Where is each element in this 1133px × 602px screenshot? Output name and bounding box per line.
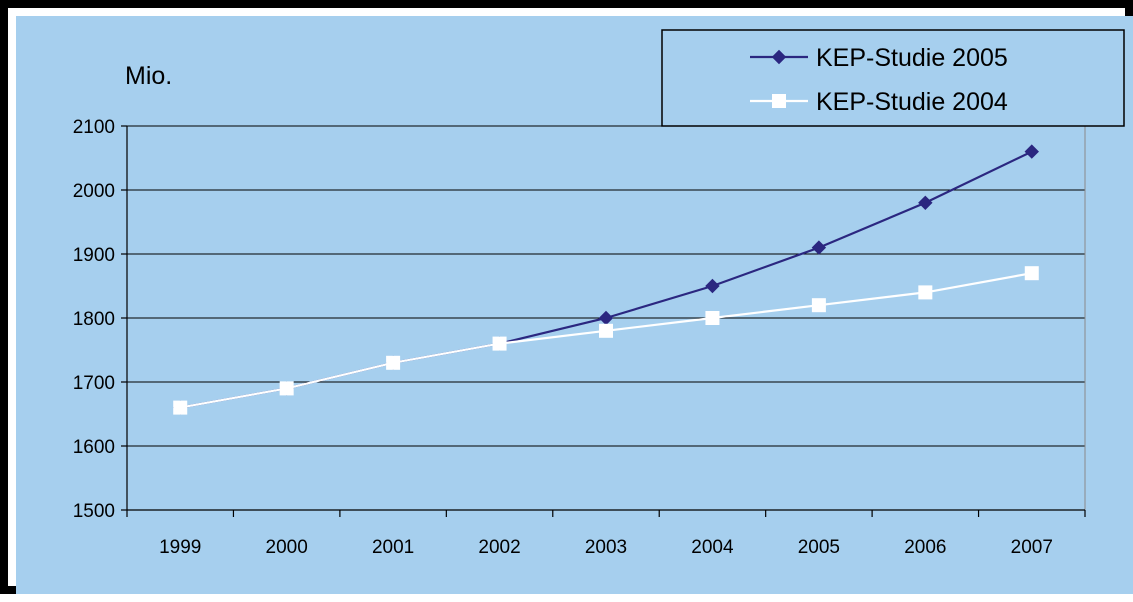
tick-labels: 1500 1600 1700 1800 1900 2000 2100 1999 2000 2001…	[73, 117, 1053, 558]
legend-label: KEP-Studie 2005	[816, 44, 1008, 72]
y-axis-unit-label: Mio.	[125, 62, 172, 90]
data-point-square	[492, 336, 507, 351]
series-group	[173, 266, 1039, 415]
y-tick-label: 1800	[73, 309, 115, 330]
y-tick-label: 2100	[73, 117, 115, 138]
y-tick-label: 1900	[73, 245, 115, 266]
x-tick-label: 2002	[478, 537, 520, 558]
x-tick-label: 2000	[266, 537, 308, 558]
legend-items: KEP-Studie 2005 KEP-Studie 2004	[750, 44, 1008, 116]
data-point-diamond	[1024, 144, 1039, 159]
data-point-diamond	[918, 195, 933, 211]
axes	[121, 125, 1086, 517]
data-point-square	[811, 298, 826, 313]
data-point-square	[1024, 266, 1039, 281]
legend: KEP-Studie 2005 KEP-Studie 2004	[661, 29, 1125, 127]
data-point-square	[279, 381, 294, 396]
legend-label: KEP-Studie 2004	[816, 88, 1008, 116]
data-point-square	[599, 323, 613, 338]
line-chart: 1500 1600 1700 1800 1900 2000 2100 1999 2000 2001…	[16, 16, 1133, 594]
x-tick-label: 2005	[798, 537, 840, 558]
series-lines	[173, 144, 1039, 415]
x-tick-label: 1999	[159, 537, 201, 558]
y-tick-label: 2000	[73, 181, 115, 202]
x-tick-label: 2003	[585, 537, 627, 558]
x-tick-label: 2001	[372, 537, 414, 558]
data-point-square	[918, 285, 933, 300]
data-point-square	[386, 355, 401, 370]
data-point-square	[173, 400, 188, 415]
y-tick-label: 1700	[73, 373, 115, 394]
data-point-diamond	[705, 278, 720, 294]
legend-box	[661, 29, 1125, 127]
y-tick-label: 1600	[73, 437, 115, 458]
x-tick-label: 2004	[691, 537, 734, 558]
data-point-diamond	[811, 240, 827, 255]
y-tick-label: 1500	[73, 501, 115, 522]
legend-swatch-marker	[772, 94, 786, 108]
data-point-square	[705, 311, 720, 325]
x-tick-label: 2006	[904, 537, 946, 558]
legend-swatch-marker	[771, 49, 787, 65]
x-tick-label: 2007	[1011, 537, 1053, 558]
